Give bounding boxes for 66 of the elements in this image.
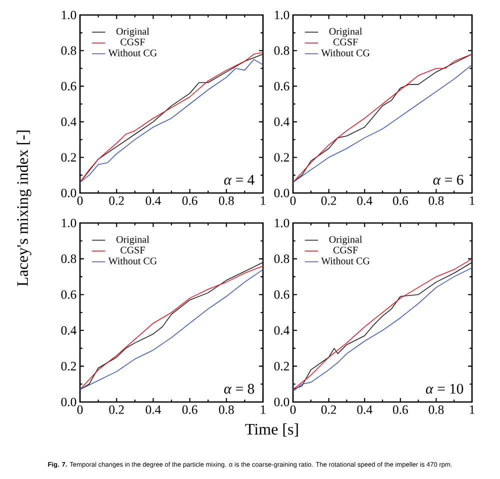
y-tick-label: 0.8 (61, 254, 76, 264)
y-tick-label: 1.0 (62, 10, 76, 20)
x-tick-label: 1 (470, 405, 474, 414)
y-tick-label: 0.6 (274, 290, 290, 299)
x-tick-label: 0.4 (357, 196, 372, 205)
y-tick-label: 0.8 (274, 254, 290, 264)
x-tick-label: 0.4 (146, 405, 161, 414)
x-tick-label: 0.4 (357, 405, 372, 414)
y-tick-label: 0.2 (274, 153, 289, 162)
x-tick-label: 1 (260, 405, 266, 414)
annotation: α = 8 (224, 384, 254, 394)
x-tick-label: 0.8 (428, 196, 444, 205)
legend-label: Without CG (321, 49, 370, 56)
y-tick-label: 0.6 (61, 290, 76, 299)
y-tick-label: 0.8 (61, 46, 76, 55)
x-tick-label: 0.6 (392, 405, 408, 414)
y-axis-title: Lacey's mixing index [-] (16, 130, 32, 286)
legend-label: CGSF (120, 38, 145, 46)
x-tick-label: 0.8 (218, 405, 234, 414)
y-tick-label: 0.0 (61, 188, 76, 198)
x-tick-label: 0.8 (428, 405, 444, 414)
x-tick-label: 0.6 (182, 196, 198, 205)
y-tick-label: 1.0 (274, 218, 290, 228)
y-tick-label: 0.6 (61, 82, 76, 91)
y-tick-label: 0.4 (61, 326, 76, 335)
legend-label: CGSF (333, 38, 358, 46)
annotation: α = 6 (433, 174, 464, 185)
y-tick-label: 0.0 (274, 398, 290, 406)
x-tick-label: 0 (77, 196, 83, 205)
x-tick-label: 0.4 (146, 196, 161, 205)
x-tick-label: 0.2 (109, 196, 124, 205)
x-tick-label: 0.2 (321, 196, 336, 205)
y-tick-label: 0.4 (61, 117, 76, 126)
legend-label: Without CG (108, 257, 157, 264)
y-tick-label: 1.0 (62, 218, 76, 228)
x-tick-label: 0 (290, 196, 296, 205)
y-tick-label: 0.0 (274, 188, 290, 198)
annotation: α = 4 (224, 174, 254, 185)
x-tick-label: 0.6 (392, 196, 408, 205)
y-tick-label: 0.8 (274, 46, 290, 55)
y-tick-label: 0.0 (61, 398, 76, 406)
x-tick-label: 0.2 (321, 405, 336, 414)
y-tick-label: 0.6 (274, 82, 290, 91)
y-tick-label: 0.4 (274, 326, 290, 335)
x-tick-label: 0 (77, 405, 83, 414)
x-tick-label: 0.6 (182, 405, 198, 414)
legend-label: Original (116, 236, 150, 245)
x-tick-label: 0.8 (218, 196, 234, 205)
x-tick-label: 0 (290, 405, 296, 414)
legend-label: Original (329, 236, 362, 245)
annotation: α = 10 (426, 384, 464, 394)
legend-label: Without CG (321, 257, 370, 264)
y-tick-label: 0.2 (61, 362, 76, 371)
x-tick-label: 0.2 (109, 405, 124, 414)
legend-label: Original (116, 28, 150, 37)
y-tick-label: 0.2 (61, 153, 76, 162)
legend-label: Original (329, 28, 362, 37)
y-tick-label: 0.2 (274, 362, 289, 371)
legend-label: CGSF (120, 246, 145, 254)
x-tick-label: 1 (260, 196, 266, 205)
x-axis-title: Time [s] (245, 423, 298, 437)
legend-label: Without CG (108, 49, 157, 56)
y-tick-label: 1.0 (274, 10, 290, 20)
y-tick-label: 0.4 (274, 117, 290, 126)
legend-label: CGSF (333, 246, 358, 254)
x-tick-label: 1 (470, 196, 474, 205)
